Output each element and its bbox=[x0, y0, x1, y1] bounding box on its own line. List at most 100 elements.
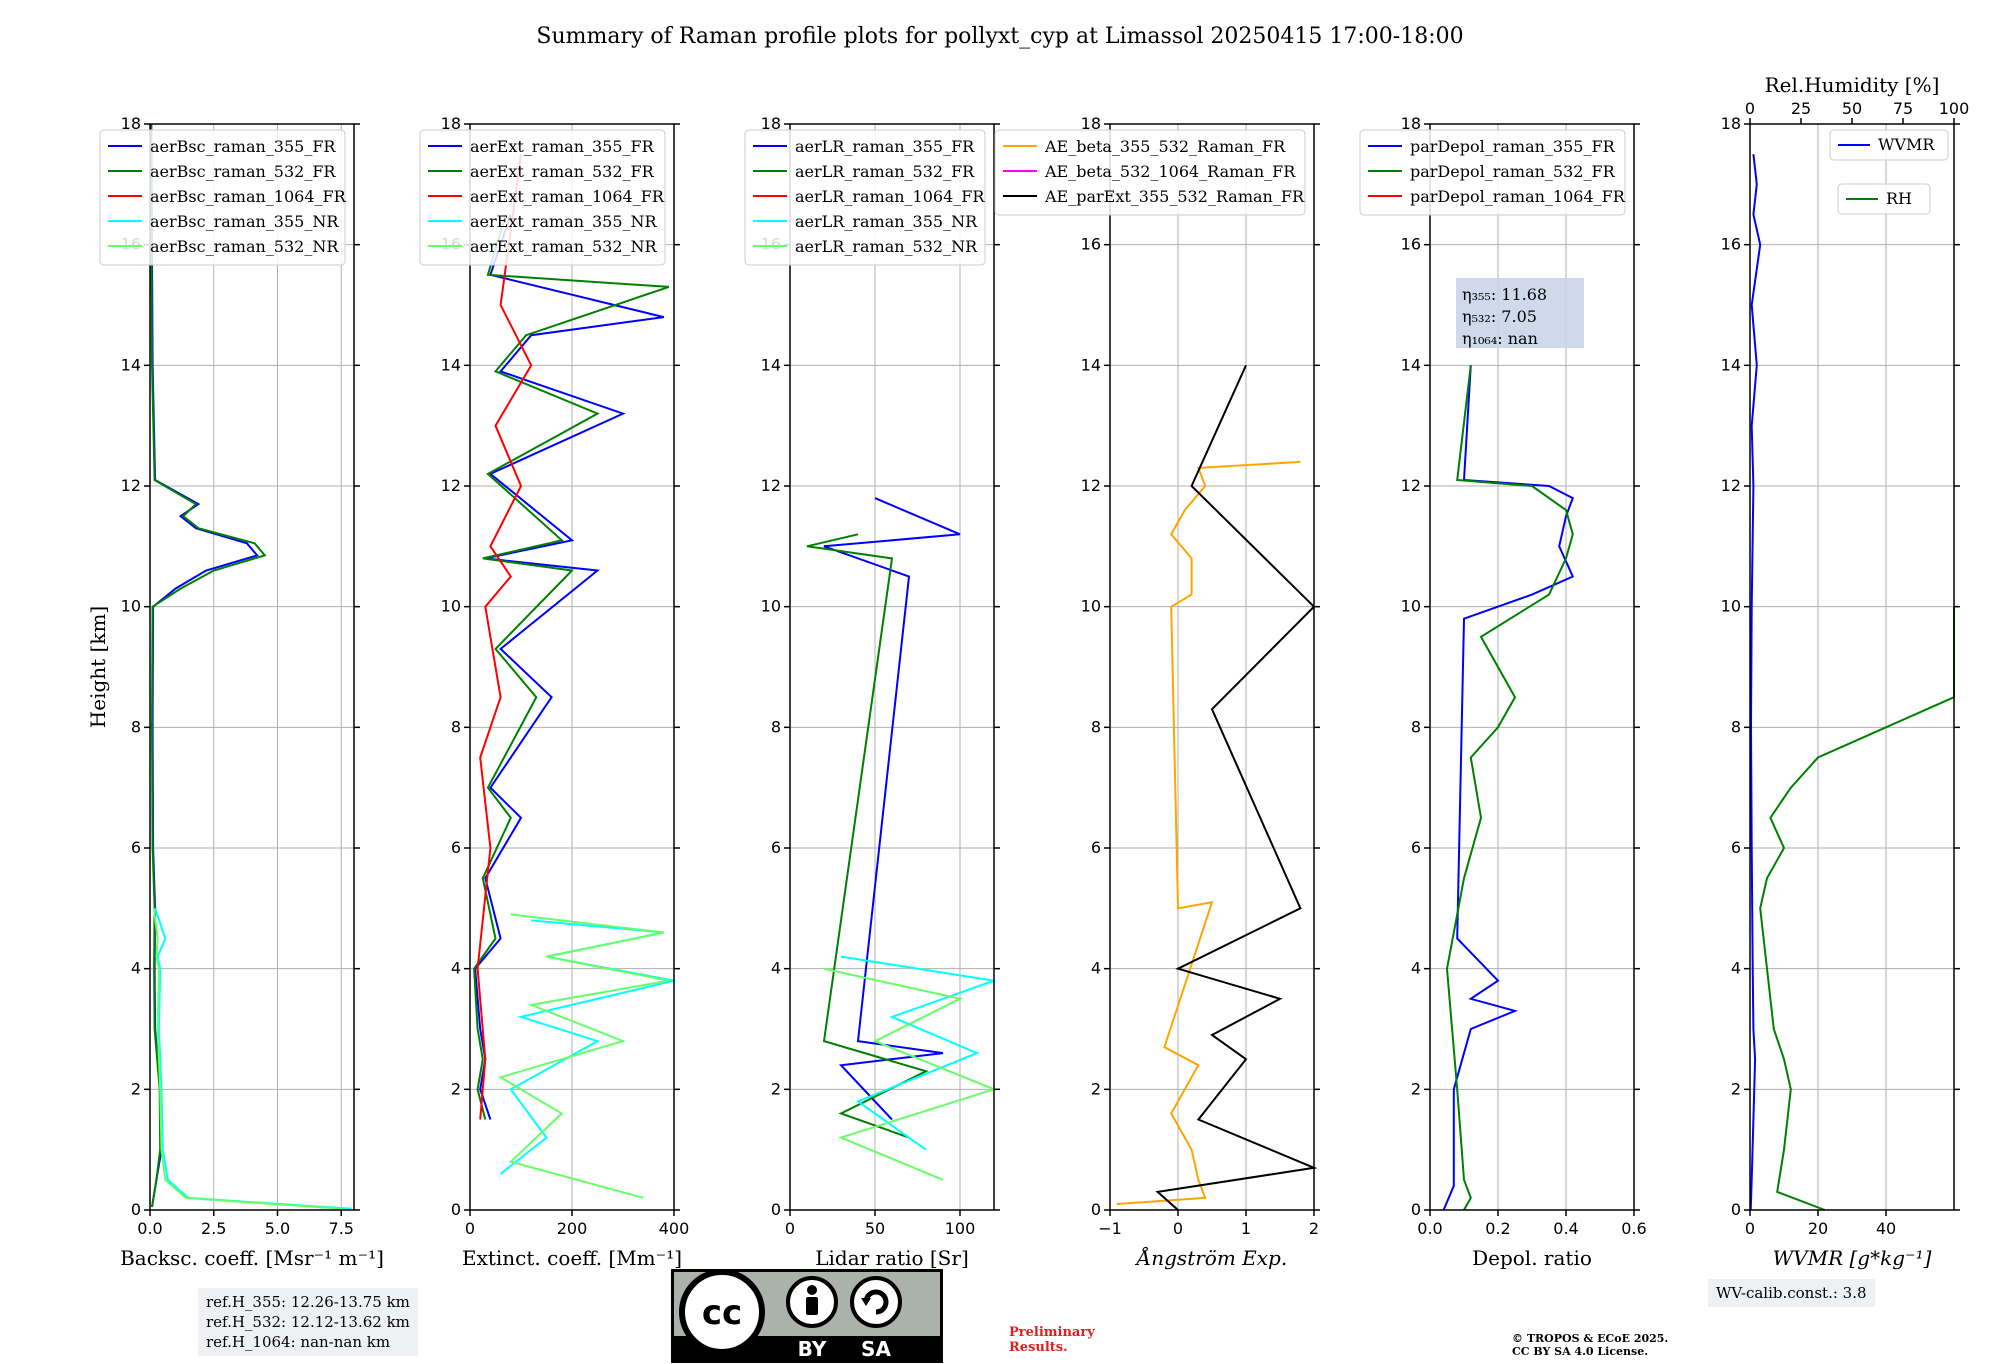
y-tick-label: 12 bbox=[1081, 476, 1101, 495]
y-tick-label: 10 bbox=[441, 597, 461, 616]
x-tick-label: 5.0 bbox=[265, 1219, 290, 1238]
copyright-line-2: CC BY SA 4.0 License. bbox=[1512, 1345, 1649, 1358]
y-tick-label: 4 bbox=[1091, 959, 1101, 978]
cc-text: cc bbox=[702, 1293, 742, 1333]
copyright-line-1: © TROPOS & ECoE 2025. bbox=[1512, 1332, 1669, 1345]
y-tick-label: 14 bbox=[121, 355, 141, 374]
x-tick-label: 20 bbox=[1808, 1219, 1828, 1238]
y-tick-label: 6 bbox=[771, 838, 781, 857]
y-axis-label: Height [km] bbox=[86, 606, 110, 728]
y-tick-label: 4 bbox=[131, 959, 141, 978]
series-line-aerBsc_raman_532_FR bbox=[150, 123, 267, 1208]
y-tick-label: 4 bbox=[1411, 959, 1421, 978]
y-tick-label: 0 bbox=[1411, 1200, 1421, 1219]
wv-calibration-box: WV-calib.const.: 3.8 bbox=[1708, 1279, 1875, 1307]
series-line-parDepol_raman_532_FR bbox=[1445, 365, 1574, 1211]
top-x-tick-label: 100 bbox=[1939, 99, 1970, 118]
x-tick-label: 0.0 bbox=[1417, 1219, 1442, 1238]
top-x-tick-label: 25 bbox=[1791, 99, 1811, 118]
x-tick-label: 0.6 bbox=[1621, 1219, 1646, 1238]
series-line-aerBsc_raman_532_NR bbox=[152, 908, 342, 1210]
reference-height-box: ref.H_355: 12.26-13.75 km ref.H_532: 12.… bbox=[198, 1288, 418, 1356]
y-tick-label: 4 bbox=[1731, 959, 1741, 978]
series-line-AE_beta_355_532_Raman_FR bbox=[1116, 460, 1301, 1205]
x-tick-label: −1 bbox=[1098, 1219, 1122, 1238]
y-tick-label: 18 bbox=[1721, 114, 1741, 133]
x-tick-label: 0 bbox=[785, 1219, 795, 1238]
series-line-aerLR_raman_355_FR bbox=[823, 497, 961, 1121]
axes-frame bbox=[789, 123, 995, 1211]
y-tick-label: 14 bbox=[761, 355, 781, 374]
y-tick-label: 14 bbox=[1721, 355, 1741, 374]
y-tick-label: 18 bbox=[1401, 114, 1421, 133]
legend-label: aerLR_raman_532_FR bbox=[795, 162, 975, 181]
series-line-aerBsc_raman_355_FR bbox=[150, 123, 259, 1208]
top-x-tick-label: 50 bbox=[1842, 99, 1862, 118]
y-tick-label: 18 bbox=[761, 114, 781, 133]
series-line-aerExt_raman_355_FR bbox=[474, 214, 665, 1120]
legend-label: aerBsc_raman_355_FR bbox=[150, 137, 336, 156]
y-tick-label: 6 bbox=[131, 838, 141, 857]
series-line-aerExt_raman_532_NR bbox=[498, 913, 670, 1199]
y-tick-label: 10 bbox=[1721, 597, 1741, 616]
axes-frame bbox=[149, 123, 355, 1211]
series-line-aerExt_raman_1064_FR bbox=[476, 154, 533, 1120]
x-axis-label: Depol. ratio bbox=[1472, 1246, 1592, 1270]
series-line-aerExt_raman_355_NR bbox=[499, 919, 675, 1175]
sa-share-alike-icon bbox=[850, 1276, 902, 1328]
y-tick-label: 6 bbox=[451, 838, 461, 857]
top-x-axis-label: Rel.Humidity [%] bbox=[1765, 73, 1940, 97]
y-tick-label: 0 bbox=[451, 1200, 461, 1219]
preliminary-line-2: Results. bbox=[1009, 1340, 1068, 1355]
legend-label: aerExt_raman_532_NR bbox=[470, 237, 658, 256]
y-tick-label: 14 bbox=[441, 355, 461, 374]
y-tick-label: 8 bbox=[131, 717, 141, 736]
series-line-WVMR bbox=[1749, 154, 1762, 1211]
legend-label: AE_beta_532_1064_Raman_FR bbox=[1044, 162, 1296, 181]
y-tick-label: 0 bbox=[771, 1200, 781, 1219]
y-tick-label: 8 bbox=[1091, 717, 1101, 736]
panel-3: 024681012141618050100Lidar ratio [Sr]aer… bbox=[744, 114, 1000, 1270]
y-tick-label: 4 bbox=[771, 959, 781, 978]
series-line-aerLR_raman_532_FR bbox=[806, 533, 929, 1139]
legend-label: aerBsc_raman_355_NR bbox=[150, 212, 339, 231]
legend-label: aerBsc_raman_532_NR bbox=[150, 237, 339, 256]
top-x-tick-label: 75 bbox=[1893, 99, 1913, 118]
legend-box bbox=[419, 129, 666, 266]
legend-label: aerLR_raman_355_FR bbox=[795, 137, 975, 156]
legend-label: AE_beta_355_532_Raman_FR bbox=[1044, 137, 1286, 156]
y-tick-label: 2 bbox=[771, 1079, 781, 1098]
y-tick-label: 2 bbox=[1731, 1079, 1741, 1098]
y-tick-label: 6 bbox=[1411, 838, 1421, 857]
legend-box bbox=[1837, 183, 1931, 215]
x-tick-label: 0 bbox=[465, 1219, 475, 1238]
y-tick-label: 0 bbox=[1091, 1200, 1101, 1219]
y-tick-label: 16 bbox=[1081, 235, 1101, 254]
cc-by-sa-license-badge: cc BY SA bbox=[671, 1269, 943, 1363]
figure-title: Summary of Raman profile plots for polly… bbox=[536, 24, 1464, 49]
y-tick-label: 16 bbox=[1721, 235, 1741, 254]
panel-5: 0 2 4 6 8 10 12 14 16 18 0.0 0.2 0.4 0.6 Depol. ratio p… bbox=[1359, 114, 1647, 1270]
legend-box bbox=[1359, 129, 1626, 216]
x-tick-label: 0.0 bbox=[137, 1219, 162, 1238]
legend-label: aerExt_raman_355_NR bbox=[470, 212, 658, 231]
preliminary-results-note: Preliminary Results. bbox=[1009, 1325, 1095, 1355]
y-tick-label: 12 bbox=[121, 476, 141, 495]
eta-label: η₁₀₆₄: nan bbox=[1462, 329, 1538, 348]
x-tick-label: 1 bbox=[1241, 1219, 1251, 1238]
legend-label: aerBsc_raman_1064_FR bbox=[150, 187, 347, 206]
series-line-AE_parExt_355_532_Raman_FR bbox=[1155, 364, 1318, 1211]
ref-height-1064: ref.H_1064: nan-nan km bbox=[206, 1333, 391, 1351]
legend-label: aerExt_raman_355_FR bbox=[470, 137, 655, 156]
legend-box bbox=[99, 129, 346, 266]
y-tick-label: 6 bbox=[1731, 838, 1741, 857]
y-tick-label: 8 bbox=[1731, 717, 1741, 736]
top-x-tick-label: 0 bbox=[1745, 99, 1755, 118]
x-tick-label: 400 bbox=[659, 1219, 690, 1238]
series-line-aerExt_raman_532_FR bbox=[473, 214, 670, 1120]
y-tick-label: 18 bbox=[441, 114, 461, 133]
legend-label: RH bbox=[1886, 189, 1912, 208]
legend-label: aerLR_raman_1064_FR bbox=[795, 187, 985, 206]
